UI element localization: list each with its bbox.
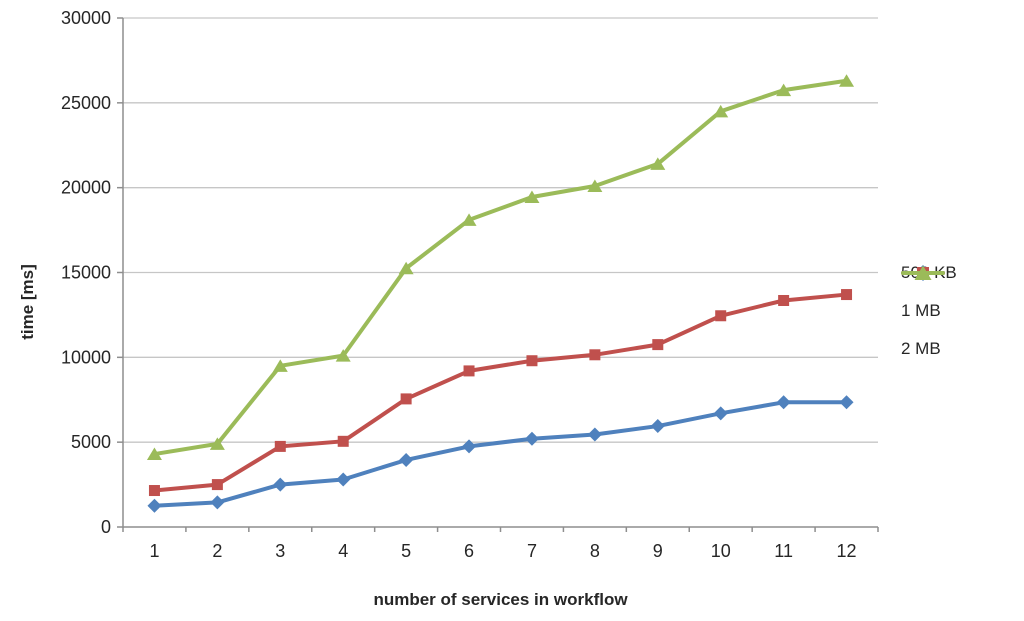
square-marker (841, 289, 853, 301)
y-tick-label: 25000 (61, 93, 111, 113)
series-1-mb (148, 289, 853, 497)
x-tick-label: 3 (275, 541, 285, 561)
triangle-marker (524, 190, 540, 203)
y-tick-label: 30000 (61, 8, 111, 28)
axes (117, 17, 879, 532)
gridlines (123, 17, 878, 443)
triangle-marker (587, 179, 603, 192)
diamond-marker (587, 427, 602, 442)
diamond-marker (524, 431, 539, 446)
square-marker (148, 485, 160, 497)
square-marker (400, 393, 412, 405)
triangle-marker (713, 104, 729, 118)
x-tick-label: 8 (590, 541, 600, 561)
diamond-marker (713, 406, 728, 421)
diamond-marker (650, 419, 665, 434)
square-marker (211, 479, 223, 491)
legend-label-1-mb: 1 MB (901, 301, 941, 320)
y-tick-label: 5000 (71, 432, 111, 452)
diamond-marker (147, 498, 162, 513)
x-tick-label: 10 (711, 541, 731, 561)
triangle-marker (335, 349, 351, 362)
diamond-marker (462, 439, 477, 454)
legend-key-2-mb (901, 265, 945, 280)
x-tick-label: 2 (212, 541, 222, 561)
legend-item-2-mb: 2 MB (901, 265, 957, 360)
triangle-marker (146, 447, 162, 461)
diamond-marker (210, 495, 225, 510)
y-tick-label: 0 (101, 517, 111, 537)
square-marker (715, 310, 727, 322)
square-marker (337, 435, 349, 447)
x-tick-label: 9 (653, 541, 663, 561)
series-line-2-mb (152, 78, 849, 457)
square-marker (652, 339, 664, 351)
legend-label-2-mb: 2 MB (901, 339, 941, 358)
x-axis-title: number of services in workflow (373, 590, 628, 609)
series-line-1-mb (152, 292, 849, 493)
x-tick-label: 12 (837, 541, 857, 561)
triangle-marker (398, 261, 414, 275)
triangle-marker (839, 74, 855, 87)
triangle-marker (914, 265, 932, 280)
series-2-mb (146, 74, 855, 461)
series-500-kb (147, 395, 854, 513)
square-marker (778, 294, 790, 306)
square-marker (526, 355, 538, 367)
triangle-marker (461, 213, 477, 226)
y-tick-label: 15000 (61, 263, 111, 283)
series-line-500-kb (152, 400, 849, 508)
triangle-marker (776, 83, 792, 97)
diamond-marker (336, 472, 351, 487)
diamond-marker (399, 452, 414, 467)
triangle-marker (650, 157, 666, 170)
x-tick-label: 7 (527, 541, 537, 561)
square-marker (589, 349, 601, 361)
y-axis-title: time [ms] (18, 264, 37, 340)
legend-item-1-mb: 1 MB (901, 267, 957, 322)
y-tick-label: 10000 (61, 347, 111, 367)
x-tick-label: 5 (401, 541, 411, 561)
x-tick-label: 4 (338, 541, 348, 561)
triangle-marker (272, 359, 288, 372)
square-marker (274, 440, 286, 452)
square-marker (463, 365, 475, 377)
diamond-marker (839, 395, 854, 410)
diamond-marker (273, 477, 288, 492)
y-tick-label: 20000 (61, 178, 111, 198)
x-tick-label: 11 (774, 541, 793, 561)
triangle-marker (209, 437, 225, 450)
diamond-marker (776, 395, 791, 410)
legend: 500 KB1 MB2 MB (901, 262, 957, 360)
x-tick-label: 6 (464, 541, 474, 561)
x-tick-label: 1 (149, 541, 159, 561)
